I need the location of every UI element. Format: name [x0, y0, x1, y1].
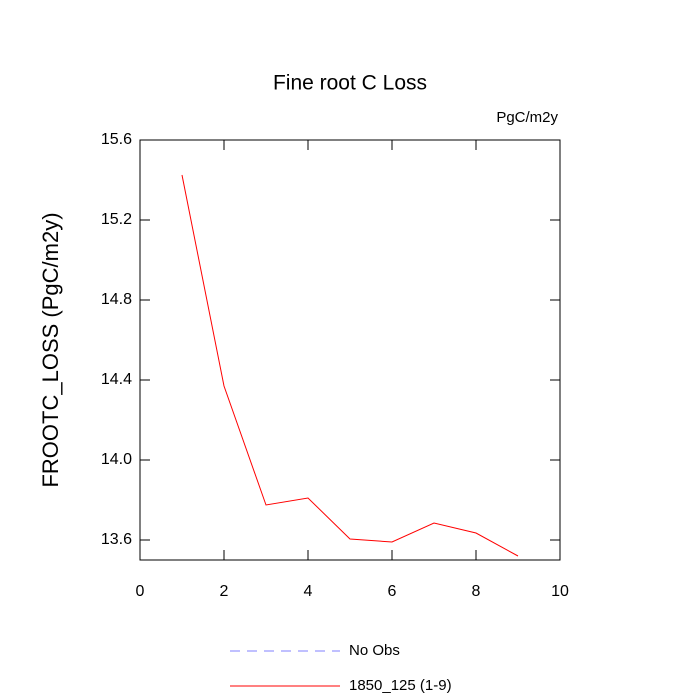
x-tick-label: 6	[388, 583, 397, 600]
y-tick-label: 14.0	[101, 451, 132, 468]
x-tick-label: 4	[304, 583, 313, 600]
y-tick-label: 15.6	[101, 131, 132, 148]
data-line	[181, 174, 519, 557]
plot-frame	[139, 139, 561, 561]
y-tick-label: 14.4	[101, 371, 132, 388]
y-tick-label: 15.2	[101, 211, 132, 228]
legend-label: 1850_125 (1-9)	[349, 677, 452, 694]
x-tick-label: 10	[551, 583, 569, 600]
x-tick-label: 8	[472, 583, 481, 600]
legend-label: No Obs	[349, 642, 400, 659]
chart-title: Fine root C Loss	[273, 72, 427, 95]
x-tick-label: 2	[220, 583, 229, 600]
y-tick-label: 14.8	[101, 291, 132, 308]
units-label: PgC/m2y	[496, 109, 558, 126]
y-axis-label: FROOTC_LOSS (PgC/m2y)	[38, 212, 63, 487]
x-tick-label: 0	[136, 583, 145, 600]
y-tick-label: 13.6	[101, 531, 132, 548]
